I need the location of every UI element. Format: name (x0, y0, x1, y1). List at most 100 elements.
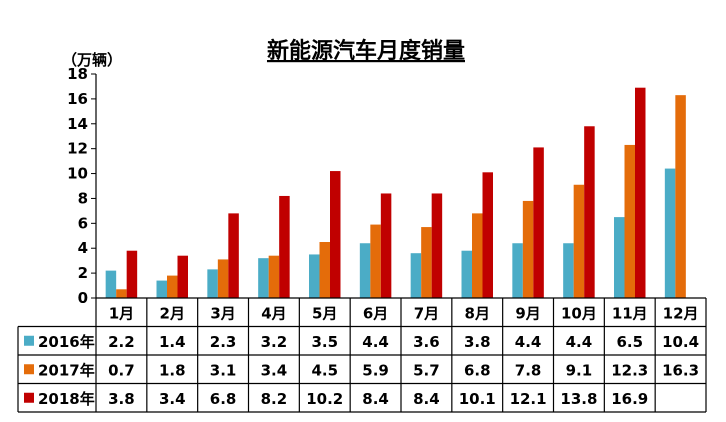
data-label: 8.4 (362, 390, 389, 408)
x-category-label: 4月 (261, 304, 286, 322)
data-label: 3.4 (261, 361, 288, 379)
bar-2017年-8月 (472, 213, 483, 298)
bar-2018年-3月 (228, 213, 239, 298)
data-label: 3.6 (413, 333, 440, 351)
data-label: 12.1 (510, 390, 547, 408)
data-label: 6.8 (464, 361, 491, 379)
data-label: 6.8 (210, 390, 237, 408)
data-label: 2.3 (210, 333, 237, 351)
data-label: 10.2 (306, 390, 343, 408)
bar-2016年-12月 (664, 168, 676, 298)
bar-2018年-8月 (482, 172, 493, 298)
data-label: 8.2 (261, 390, 288, 408)
bar-2018年-2月 (177, 255, 188, 298)
bar-2017年-2月 (167, 275, 178, 298)
data-label: 2.2 (108, 333, 135, 351)
data-label: 7.8 (515, 361, 542, 379)
y-tick-label: 4 (78, 239, 88, 257)
y-tick-label: 6 (78, 214, 88, 232)
legend-swatch-2017年 (24, 364, 34, 375)
data-label: 16.9 (611, 390, 648, 408)
bar-2017年-4月 (268, 255, 280, 298)
bar-2018年-4月 (279, 195, 290, 298)
bar-2017年-12月 (675, 95, 686, 299)
bar-2018年-1月 (126, 250, 138, 298)
data-label: 4.4 (362, 333, 389, 351)
bar-2017年-1月 (116, 289, 127, 298)
bar-2016年-9月 (512, 243, 523, 298)
data-label: 5.7 (413, 361, 440, 379)
data-label: 12.3 (611, 361, 648, 379)
data-label: 3.4 (159, 390, 186, 408)
data-label: 0.7 (108, 361, 135, 379)
x-category-label: 1月 (109, 304, 134, 322)
y-tick-label: 0 (78, 289, 88, 307)
data-label: 3.8 (108, 390, 135, 408)
data-label: 3.8 (464, 333, 491, 351)
data-label: 4.4 (515, 333, 542, 351)
bar-2016年-11月 (614, 217, 625, 298)
data-label: 3.5 (311, 333, 338, 351)
bar-2016年-6月 (359, 243, 371, 298)
data-label: 4.4 (566, 333, 593, 351)
data-table: 1月 2月 3月 4月 5月 6月 7月 8月 9月 10月 11月 12月 2016年 2.2 1.4 2.… (17, 297, 707, 413)
bar-2018年-11月 (635, 87, 646, 298)
x-category-label: 7月 (414, 304, 439, 322)
bar-2016年-1月 (105, 270, 117, 298)
chart-title: 新能源汽车月度销量 (267, 38, 465, 64)
bar-2018年-9月 (533, 147, 544, 298)
bar-2018年-7月 (431, 193, 443, 298)
x-category-label: 9月 (515, 304, 540, 322)
y-unit-label: （万辆） (62, 51, 122, 69)
data-label: 3.1 (210, 361, 237, 379)
bar-2016年-3月 (207, 269, 218, 298)
data-label: 8.4 (413, 390, 440, 408)
y-tick-label: 12 (67, 140, 88, 158)
legend-swatch-2018年 (24, 392, 34, 403)
data-label: 10.4 (662, 333, 699, 351)
y-tick-label: 14 (67, 115, 88, 133)
bar-2017年-3月 (217, 259, 229, 298)
x-category-label: 11月 (612, 304, 648, 322)
x-category-label: 8月 (465, 304, 490, 322)
legend-swatch-2016年 (24, 335, 34, 346)
y-tick-label: 2 (78, 264, 88, 282)
data-label: 9.1 (566, 361, 593, 379)
y-tick-label: 8 (78, 189, 88, 207)
data-label: 10.1 (459, 390, 496, 408)
x-category-label: 5月 (312, 304, 337, 322)
x-category-label: 6月 (363, 304, 388, 322)
bar-2016年-4月 (258, 258, 269, 298)
bar-2016年-2月 (156, 280, 167, 298)
bar-2017年-9月 (522, 200, 534, 298)
legend-label: 2018年 (38, 390, 95, 408)
bar-2016年-10月 (563, 243, 574, 298)
legend-label: 2016年 (38, 333, 95, 351)
bar-2017年-5月 (319, 242, 330, 298)
bar-2016年-7月 (410, 253, 422, 298)
y-tick-label: 16 (67, 90, 88, 108)
bar-2018年-10月 (584, 126, 595, 299)
data-label: 13.8 (560, 390, 597, 408)
x-category-label: 12月 (663, 304, 699, 322)
bar-2017年-11月 (624, 144, 635, 298)
bar-2016年-8月 (461, 250, 472, 298)
plot-area: 0 2 4 6 8 10 12 14 16 18 (67, 65, 686, 307)
y-tick-label: 10 (67, 165, 88, 183)
y-tick-label: 18 (67, 65, 88, 83)
x-category-label: 3月 (210, 304, 235, 322)
legend-label: 2017年 (38, 361, 95, 379)
data-label: 16.3 (662, 361, 699, 379)
bar-2018年-5月 (330, 171, 341, 298)
data-label: 4.5 (311, 361, 338, 379)
x-category-label: 2月 (160, 304, 185, 322)
bar-2017年-7月 (421, 227, 432, 298)
bar-2017年-6月 (370, 224, 381, 298)
data-label: 5.9 (362, 361, 389, 379)
bar-2016年-5月 (309, 254, 320, 298)
data-label: 6.5 (616, 333, 643, 351)
data-label: 3.2 (261, 333, 288, 351)
data-label: 1.4 (159, 333, 186, 351)
